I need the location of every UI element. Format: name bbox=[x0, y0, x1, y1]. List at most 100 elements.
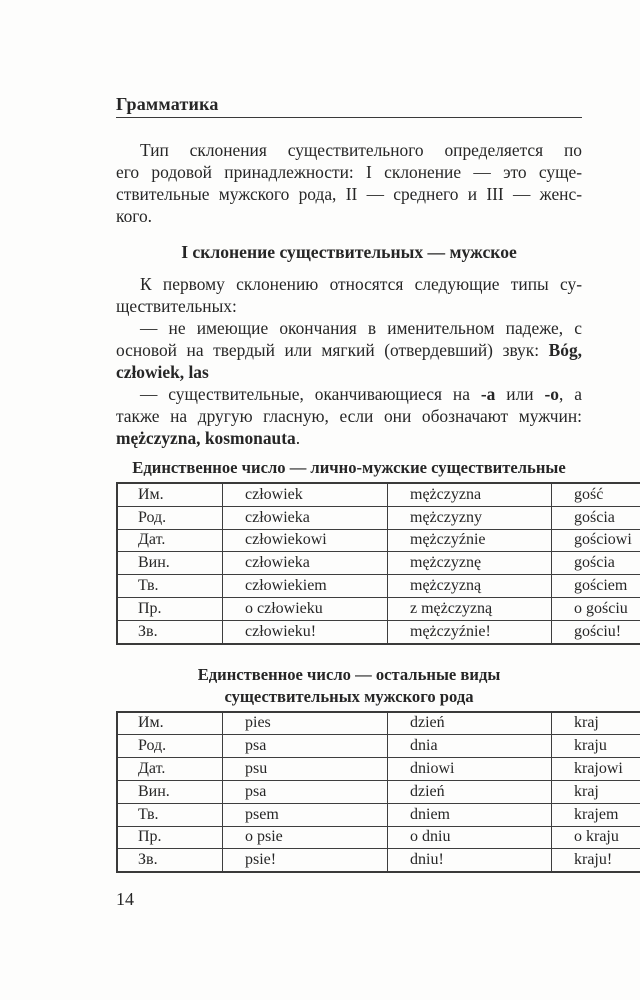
text-line: — не имеющие окончания в именительном па… bbox=[116, 317, 582, 339]
table-row: Им. pies dzień kraj bbox=[116, 711, 640, 736]
word-form-cell: człowieka bbox=[222, 551, 388, 576]
case-label-cell: Зв. bbox=[116, 848, 223, 873]
page-number: 14 bbox=[116, 889, 134, 910]
word-form-cell: dniu! bbox=[387, 848, 552, 873]
word-form-cell: o gościu bbox=[551, 596, 640, 621]
word-form-cell: mężczyzny bbox=[387, 505, 552, 530]
text-line: основой на твердый или мягкий (отвердевш… bbox=[116, 339, 582, 361]
word-form-cell: pies bbox=[222, 711, 388, 736]
text-segment: , а bbox=[559, 384, 583, 404]
table-row: Род. psa dnia kraju bbox=[116, 734, 640, 759]
table-row: Зв. psie! dniu! kraju! bbox=[116, 848, 640, 873]
word-form-cell: mężczyźnie bbox=[387, 528, 552, 553]
word-form-cell: krajem bbox=[551, 802, 640, 827]
table-row: Вин. człowieka mężczyznę gościa bbox=[116, 551, 640, 576]
text-line: ществительных: bbox=[116, 295, 582, 317]
bold-term: mężczyzna, kosmonauta bbox=[116, 428, 296, 448]
text-segment: или bbox=[495, 384, 545, 404]
table-title-other-masculine: Единственное число — остальные виды сущес… bbox=[116, 664, 582, 708]
text-segment: Тип склонения существительного определяе… bbox=[140, 140, 582, 160]
word-form-cell: o psie bbox=[222, 825, 388, 850]
case-label-cell: Род. bbox=[116, 734, 223, 759]
page-content: Грамматика Тип склонения существительног… bbox=[116, 94, 640, 910]
text-segment: — не имеющие окончания в именительном па… bbox=[140, 318, 582, 338]
case-label-cell: Дат. bbox=[116, 757, 223, 781]
text-line: — существительные, оканчивающиеся на -a … bbox=[116, 383, 582, 405]
table-row: Тв. psem dniem krajem bbox=[116, 802, 640, 827]
word-form-cell: człowieku! bbox=[222, 619, 388, 645]
intro-paragraph: Тип склонения существительного определяе… bbox=[116, 139, 582, 227]
word-form-cell: z mężczyzną bbox=[387, 596, 552, 621]
case-label-cell: Тв. bbox=[116, 802, 223, 827]
text-line: mężczyzna, kosmonauta. bbox=[116, 427, 582, 449]
case-label-cell: Тв. bbox=[116, 574, 223, 598]
word-form-cell: gościa bbox=[551, 551, 640, 576]
text-line: его родовой принадлежности: I склонение … bbox=[116, 161, 582, 183]
title-line: Единственное число — остальные виды bbox=[197, 664, 501, 684]
word-form-cell: dnia bbox=[387, 734, 552, 759]
word-form-cell: dzień bbox=[387, 711, 552, 736]
case-label-cell: Род. bbox=[116, 505, 223, 530]
text-segment: также на другую гласную, если они обозна… bbox=[116, 406, 582, 426]
table-row: Им. człowiek mężczyzna gość bbox=[116, 482, 640, 507]
table-row: Тв. człowiekiem mężczyzną gościem bbox=[116, 574, 640, 598]
text-segment: ществительных: bbox=[116, 296, 237, 316]
text-segment: основой на твердый или мягкий (отвердевш… bbox=[116, 340, 549, 360]
word-form-cell: o kraju bbox=[551, 825, 640, 850]
text-segment: — существительные, оканчивающиеся на bbox=[140, 384, 481, 404]
paragraph-types-intro: К первому склонению относятся следующие … bbox=[116, 273, 582, 317]
word-form-cell: psa bbox=[222, 734, 388, 759]
text-segment: ствительные мужского рода, II — среднего… bbox=[116, 184, 582, 204]
declension-table-personal-masculine: Им. człowiek mężczyzna gość Род. człowieka męż… bbox=[116, 482, 640, 645]
word-form-cell: człowiekiem bbox=[222, 574, 388, 598]
word-form-cell: mężczyznę bbox=[387, 551, 552, 576]
table-row: Вин. psa dzień kraj bbox=[116, 779, 640, 804]
case-label-cell: Им. bbox=[116, 711, 223, 736]
text-segment: К первому склонению относятся следующие … bbox=[140, 274, 582, 294]
running-head: Грамматика bbox=[116, 94, 582, 118]
paragraph-no-ending: — не имеющие окончания в именительном па… bbox=[116, 317, 582, 383]
table-row: Дат. psu dniowi krajowi bbox=[116, 757, 640, 781]
word-form-cell: psem bbox=[222, 802, 388, 827]
word-form-cell: człowieka bbox=[222, 505, 388, 530]
text-line: Тип склонения существительного определяе… bbox=[116, 139, 582, 161]
paragraph-a-o-ending: — существительные, оканчивающиеся на -a … bbox=[116, 383, 582, 449]
table-body: Им. człowiek mężczyzna gość Род. człowieka męż… bbox=[116, 482, 640, 645]
word-form-cell: gościem bbox=[551, 574, 640, 598]
section-heading: I склонение существительных — мужское bbox=[181, 242, 517, 262]
word-form-cell: krajowi bbox=[551, 757, 640, 781]
table-body: Им. pies dzień kraj Род. psa dnia kraju Дат. psu d… bbox=[116, 711, 640, 873]
case-label-cell: Дат. bbox=[116, 528, 223, 553]
declension-table-other-masculine: Им. pies dzień kraj Род. psa dnia kraju Дат. psu d… bbox=[116, 710, 640, 874]
table-row: Пр. o psie o dniu o kraju bbox=[116, 825, 640, 850]
table-row: Дат. człowiekowi mężczyźnie gościowi bbox=[116, 528, 640, 553]
word-form-cell: kraju! bbox=[551, 848, 640, 873]
word-form-cell: dzień bbox=[387, 779, 552, 804]
word-form-cell: kraj bbox=[551, 711, 640, 736]
bold-term: człowiek, las bbox=[116, 362, 209, 382]
word-form-cell: dniowi bbox=[387, 757, 552, 781]
text-segment: его родовой принадлежности: I склонение … bbox=[116, 162, 582, 182]
case-label-cell: Пр. bbox=[116, 596, 223, 621]
text-line: К первому склонению относятся следующие … bbox=[116, 273, 582, 295]
bold-term: Bóg, bbox=[548, 340, 582, 360]
text-segment: . bbox=[295, 428, 301, 448]
word-form-cell: gościa bbox=[551, 505, 640, 530]
word-form-cell: gościu! bbox=[551, 619, 640, 645]
word-form-cell: człowiekowi bbox=[222, 528, 388, 553]
case-label-cell: Им. bbox=[116, 482, 223, 507]
word-form-cell: mężczyzna bbox=[387, 482, 552, 507]
table-row: Род. człowieka mężczyzny gościa bbox=[116, 505, 640, 530]
word-form-cell: psa bbox=[222, 779, 388, 804]
table-row: Пр. o człowieku z mężczyzną o gościu bbox=[116, 596, 640, 621]
table-title-personal-masculine: Единственное число — лично-мужские сущес… bbox=[116, 457, 582, 479]
word-form-cell: mężczyźnie! bbox=[387, 619, 552, 645]
text-line: ствительные мужского рода, II — среднего… bbox=[116, 183, 582, 205]
case-label-cell: Зв. bbox=[116, 619, 223, 645]
title-line: Единственное число — лично-мужские сущес… bbox=[132, 458, 566, 477]
word-form-cell: o dniu bbox=[387, 825, 552, 850]
word-form-cell: mężczyzną bbox=[387, 574, 552, 598]
title-line: существительных мужского рода bbox=[224, 686, 474, 706]
word-form-cell: kraju bbox=[551, 734, 640, 759]
